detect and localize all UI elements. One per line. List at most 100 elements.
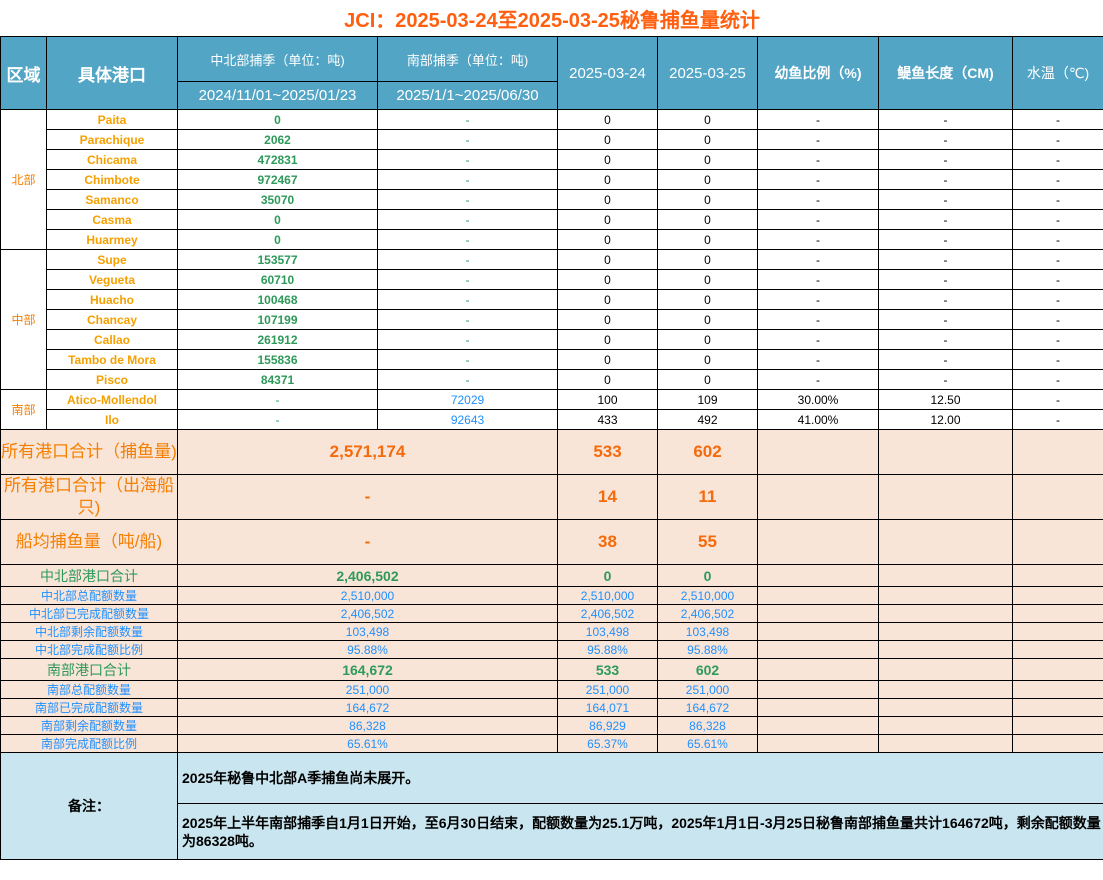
table-row: 中部 Supe 153577-0 0- - - xyxy=(0,249,1103,390)
south-season-catch: - xyxy=(377,309,558,330)
empty-cell xyxy=(757,519,879,565)
quota-value: 2,406,502 xyxy=(177,564,558,587)
quota-date1: 164,071 xyxy=(557,698,658,717)
port-name: Tambo de Mora xyxy=(46,349,178,370)
anchovy-length: - xyxy=(878,149,1013,170)
port-name: Supe xyxy=(46,249,178,270)
catch-date2: 0 xyxy=(657,169,758,190)
catch-date1: 0 xyxy=(557,189,658,210)
catch-date1: 0 xyxy=(557,169,658,190)
catch-date2: 0 xyxy=(657,329,758,350)
north-season-catch: 84371 xyxy=(177,369,378,390)
table-row: Pisco 84371-0 0- - - xyxy=(1,369,1103,390)
table-row: Parachique 2062-0 0- - - xyxy=(1,129,1103,150)
quota-label: 中北部已完成配额数量 xyxy=(0,604,178,623)
total-label: 所有港口合计（出海船只) xyxy=(0,474,178,520)
anchovy-length: - xyxy=(878,129,1013,150)
quota-row: 中北部完成配额比例 95.88% 95.88% 95.88% xyxy=(0,640,1103,659)
quota-value: 103,498 xyxy=(177,622,558,641)
anchovy-length: - xyxy=(878,209,1013,230)
empty-cell xyxy=(1011,716,1103,735)
quota-value: 95.88% xyxy=(177,640,558,659)
water-temp: - xyxy=(1011,289,1103,310)
quota-row: 南部港口合计 164,672 533 602 xyxy=(0,658,1103,681)
port-name: Callao xyxy=(46,329,178,350)
juvenile-ratio: 30.00% xyxy=(757,389,879,410)
empty-cell xyxy=(878,474,1013,520)
quota-label: 中北部剩余配额数量 xyxy=(0,622,178,641)
anchovy-length: - xyxy=(878,169,1013,190)
south-season-catch: - xyxy=(377,349,558,370)
water-temp: - xyxy=(1011,169,1103,190)
empty-cell xyxy=(1011,680,1103,699)
north-season-catch: 2062 xyxy=(177,129,378,150)
south-season-catch: - xyxy=(377,249,558,270)
catch-date2: 0 xyxy=(657,209,758,230)
empty-cell xyxy=(757,716,879,735)
empty-cell xyxy=(1011,640,1103,659)
south-season-catch: - xyxy=(377,149,558,170)
water-temp: - xyxy=(1011,149,1103,170)
empty-cell xyxy=(757,474,879,520)
empty-cell xyxy=(757,698,879,717)
south-season-catch: - xyxy=(377,109,558,130)
water-temp: - xyxy=(1011,389,1103,410)
anchovy-length: - xyxy=(878,109,1013,130)
empty-cell xyxy=(878,680,1013,699)
south-season-catch: - xyxy=(377,289,558,310)
water-temp: - xyxy=(1011,229,1103,250)
north-season-catch: 972467 xyxy=(177,169,378,190)
catch-date1: 100 xyxy=(557,389,658,410)
total-value: - xyxy=(177,519,558,565)
catch-date1: 0 xyxy=(557,349,658,370)
anchovy-length: - xyxy=(878,249,1013,270)
south-season-catch: - xyxy=(377,189,558,210)
table-row: Ilo -92643 433 492 41.00% 12.00- xyxy=(1,409,1103,430)
quota-value: 251,000 xyxy=(177,680,558,699)
south-season-catch: - xyxy=(377,229,558,250)
north-season-catch: 472831 xyxy=(177,149,378,170)
quota-row: 南部剩余配额数量 86,328 86,929 86,328 xyxy=(0,716,1103,735)
juvenile-ratio: 41.00% xyxy=(757,409,879,430)
port-name: Samanco xyxy=(46,189,178,210)
total-label: 所有港口合计（捕鱼量) xyxy=(0,429,178,475)
juvenile-ratio: - xyxy=(757,289,879,310)
catch-date1: 0 xyxy=(557,229,658,250)
quota-label: 中北部港口合计 xyxy=(0,564,178,587)
notes-label: 备注： xyxy=(0,752,178,860)
port-name: Paita xyxy=(46,109,178,130)
empty-cell xyxy=(878,640,1013,659)
table-row: 南部 Atico-Mollendol -72029 100 109 30.00% 12.50… xyxy=(0,389,1103,430)
catch-date2: 0 xyxy=(657,349,758,370)
total-value: 2,571,174 xyxy=(177,429,558,475)
port-name: Ilo xyxy=(46,409,178,430)
port-name: Chicama xyxy=(46,149,178,170)
anchovy-length: - xyxy=(878,309,1013,330)
catch-statistics-table: JCI：2025-03-24至2025-03-25秘鲁捕鱼量统计 区域 具体港口… xyxy=(0,0,1103,860)
quota-label: 南部完成配额比例 xyxy=(0,734,178,753)
quota-date2: 2,406,502 xyxy=(657,604,758,623)
port-name: Chancay xyxy=(46,309,178,330)
empty-cell xyxy=(878,519,1013,565)
juvenile-ratio: - xyxy=(757,169,879,190)
quota-value: 2,510,000 xyxy=(177,586,558,605)
catch-date1: 0 xyxy=(557,369,658,390)
quota-label: 南部总配额数量 xyxy=(0,680,178,699)
quota-date1: 95.88% xyxy=(557,640,658,659)
empty-cell xyxy=(878,564,1013,587)
header-port: 具体港口 xyxy=(46,36,178,110)
quota-date2: 602 xyxy=(657,658,758,681)
south-season-catch: - xyxy=(377,129,558,150)
quota-value: 65.61% xyxy=(177,734,558,753)
region-cell: 北部 xyxy=(0,109,47,250)
north-season-catch: 100468 xyxy=(177,289,378,310)
total-date2: 55 xyxy=(657,519,758,565)
catch-date2: 0 xyxy=(657,369,758,390)
catch-date1: 0 xyxy=(557,309,658,330)
catch-date2: 0 xyxy=(657,289,758,310)
quota-date2: 164,672 xyxy=(657,698,758,717)
empty-cell xyxy=(1011,734,1103,753)
empty-cell xyxy=(757,658,879,681)
south-season-catch: - xyxy=(377,209,558,230)
catch-date2: 109 xyxy=(657,389,758,410)
